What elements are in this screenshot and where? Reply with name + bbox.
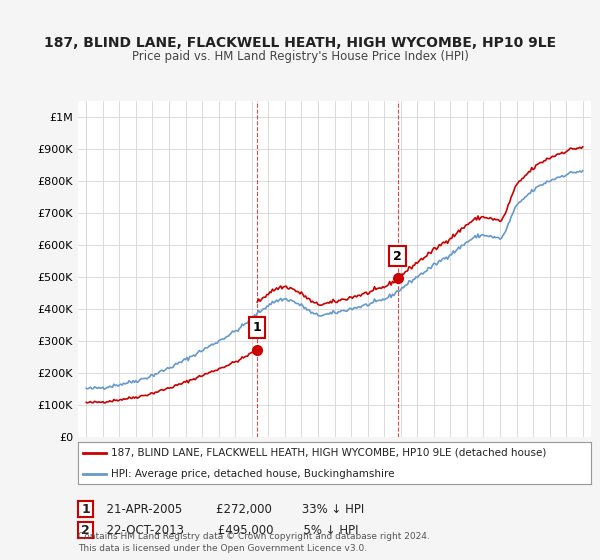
Text: 21-APR-2005         £272,000        33% ↓ HPI: 21-APR-2005 £272,000 33% ↓ HPI	[99, 503, 364, 516]
Text: 1: 1	[253, 321, 261, 334]
Text: 187, BLIND LANE, FLACKWELL HEATH, HIGH WYCOMBE, HP10 9LE: 187, BLIND LANE, FLACKWELL HEATH, HIGH W…	[44, 36, 556, 50]
Text: 22-OCT-2013         £495,000        5% ↓ HPI: 22-OCT-2013 £495,000 5% ↓ HPI	[99, 524, 359, 538]
Text: 2: 2	[81, 524, 90, 537]
Text: 2: 2	[393, 250, 402, 263]
Text: 187, BLIND LANE, FLACKWELL HEATH, HIGH WYCOMBE, HP10 9LE (detached house): 187, BLIND LANE, FLACKWELL HEATH, HIGH W…	[112, 448, 547, 458]
Text: Price paid vs. HM Land Registry's House Price Index (HPI): Price paid vs. HM Land Registry's House …	[131, 50, 469, 63]
Text: 1: 1	[81, 502, 90, 516]
Text: HPI: Average price, detached house, Buckinghamshire: HPI: Average price, detached house, Buck…	[112, 469, 395, 479]
Text: Contains HM Land Registry data © Crown copyright and database right 2024.
This d: Contains HM Land Registry data © Crown c…	[78, 533, 430, 553]
